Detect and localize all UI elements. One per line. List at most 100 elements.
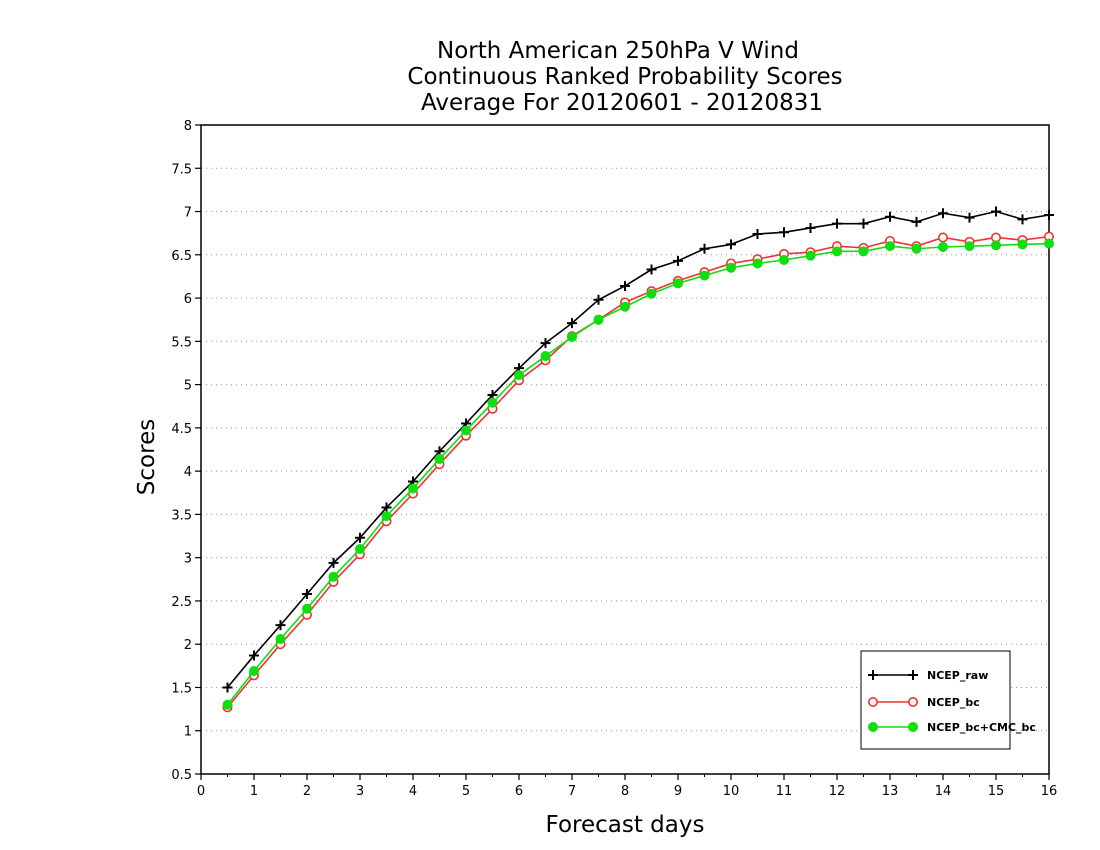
x-tick-label: 12 [829,784,846,799]
data-point [699,243,710,254]
legend: NCEP_raw NCEP_bc NCEP_bc+CMC_bc [860,650,1036,750]
x-tick-label: 5 [462,784,470,799]
data-point [779,254,789,265]
data-point [567,318,577,329]
y-tick-label: 6.5 [171,249,192,264]
data-point [752,229,763,240]
data-point [858,246,869,257]
data-point [964,212,975,223]
y-tick-label: 1 [184,725,192,740]
y-tick-label: 1.5 [171,681,192,696]
data-point [907,696,918,707]
data-point [355,544,365,555]
y-tick-label: 2 [184,638,192,653]
data-point [355,532,365,543]
x-axis-title: Forecast days [546,812,705,838]
x-tick-label: 14 [935,784,952,799]
series-line [226,235,1050,708]
data-point [908,722,918,732]
y-tick-label: 6 [184,292,192,307]
y-tick-label: 3.5 [171,508,192,523]
x-tick-label: 15 [988,784,1005,799]
y-tick-label: 8 [184,119,192,134]
x-tick-label: 0 [197,784,205,799]
data-point [302,589,312,600]
data-point [302,603,312,614]
data-point [805,250,816,261]
data-point [620,280,630,291]
data-point [275,620,286,631]
data-point [514,370,524,381]
y-tick-label: 5.5 [171,335,192,350]
y-tick-label: 4 [184,465,192,480]
data-point [726,239,736,250]
data-point [1044,238,1054,249]
data-point [964,241,975,252]
data-point [868,670,878,680]
y-tick-label: 4.5 [171,422,192,437]
data-point [408,483,418,494]
data-point [646,264,657,275]
data-point [540,338,551,349]
data-point [885,211,895,222]
data-point [779,227,789,238]
y-tick-label: 3 [184,552,192,567]
x-tick-label: 6 [515,784,523,799]
data-point [540,351,551,362]
data-point [911,243,922,254]
data-point [673,255,683,266]
gridlines [201,167,1049,732]
legend-label: NCEP_bc [927,696,980,709]
series-3 [222,238,1054,710]
data-point [673,278,683,289]
data-point [911,216,922,227]
data-point [832,246,842,257]
data-point [699,270,710,281]
data-point [593,314,604,325]
series-group [222,206,1055,713]
x-tick-label: 7 [568,784,576,799]
x-tick-label: 4 [409,784,417,799]
data-point [937,232,948,243]
series-line [226,242,1050,706]
data-point [434,454,445,465]
data-point [593,294,604,305]
x-axis: 0 1 2 3 4 5 6 7 8 9 10 11 12 13 14 15 16 [197,774,1057,799]
data-point [222,699,233,710]
y-tick-label: 5 [184,379,192,394]
x-tick-label: 2 [303,784,311,799]
y-axis: 0.5 1 1.5 2 2.5 3 3.5 4 4.5 5 5.5 6 6.5 7 7.5 8 [171,119,201,783]
x-tick-label: 3 [356,784,364,799]
data-point [938,242,948,253]
legend-entry: NCEP_bc+CMC_bc [868,721,1036,734]
data-point [381,502,392,513]
data-point [249,650,259,661]
data-point [991,206,1001,217]
data-point [275,634,286,645]
x-tick-label: 9 [674,784,682,799]
data-point [381,511,392,522]
y-tick-label: 0.5 [171,768,192,783]
y-tick-label: 7 [184,206,192,221]
data-point [1017,214,1028,225]
data-point [328,571,339,582]
data-point [885,241,895,252]
data-point [726,262,736,273]
data-point [461,425,471,436]
data-point [487,397,498,408]
data-point [938,208,948,219]
data-point [328,557,339,568]
chart-title-line-1: North American 250hPa V Wind [437,38,799,64]
x-tick-label: 11 [776,784,793,799]
x-tick-label: 16 [1041,784,1058,799]
data-point [805,222,816,233]
chart-title-line-2: Continuous Ranked Probability Scores [407,64,842,90]
y-tick-label: 7.5 [171,162,192,177]
data-point [991,240,1001,251]
data-point [567,332,577,343]
chart-title-line-3: Average For 20120601 - 20120831 [421,90,823,116]
legend-label: NCEP_bc+CMC_bc [927,721,1036,734]
x-tick-label: 1 [250,784,258,799]
data-point [867,696,878,707]
